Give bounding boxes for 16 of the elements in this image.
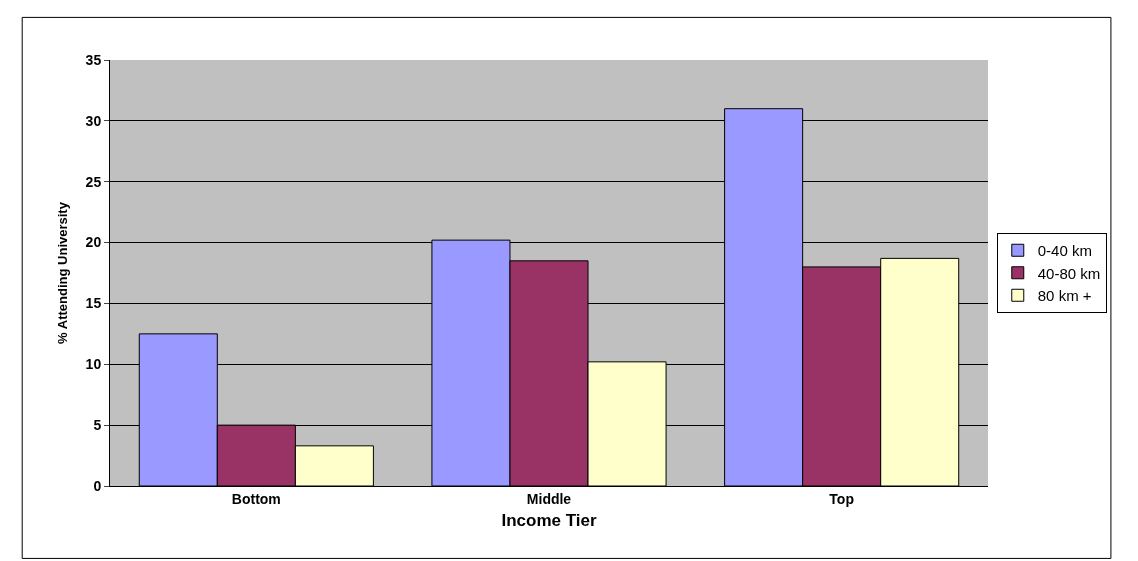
y-tick-label: 15 — [85, 295, 102, 312]
x-tick-label: Top — [829, 490, 854, 507]
x-axis-title: Income Tier — [501, 511, 597, 531]
legend-label: 40-80 km — [1037, 264, 1101, 282]
legend-label: 0-40 km — [1037, 242, 1092, 260]
y-tick-label: 25 — [85, 173, 102, 190]
y-tick-label: 5 — [93, 417, 102, 434]
y-tick-label: 20 — [85, 234, 102, 251]
y-tick-label: 35 — [85, 51, 102, 68]
x-tick-label: Bottom — [231, 490, 281, 507]
y-axis-title: % Attending University — [54, 201, 70, 344]
y-tick-label: 30 — [85, 112, 102, 129]
legend-label: 80 km + — [1037, 287, 1092, 305]
x-tick-label: Middle — [526, 490, 572, 507]
y-tick-label: 10 — [85, 356, 102, 373]
y-tick-label: 0 — [93, 477, 102, 494]
